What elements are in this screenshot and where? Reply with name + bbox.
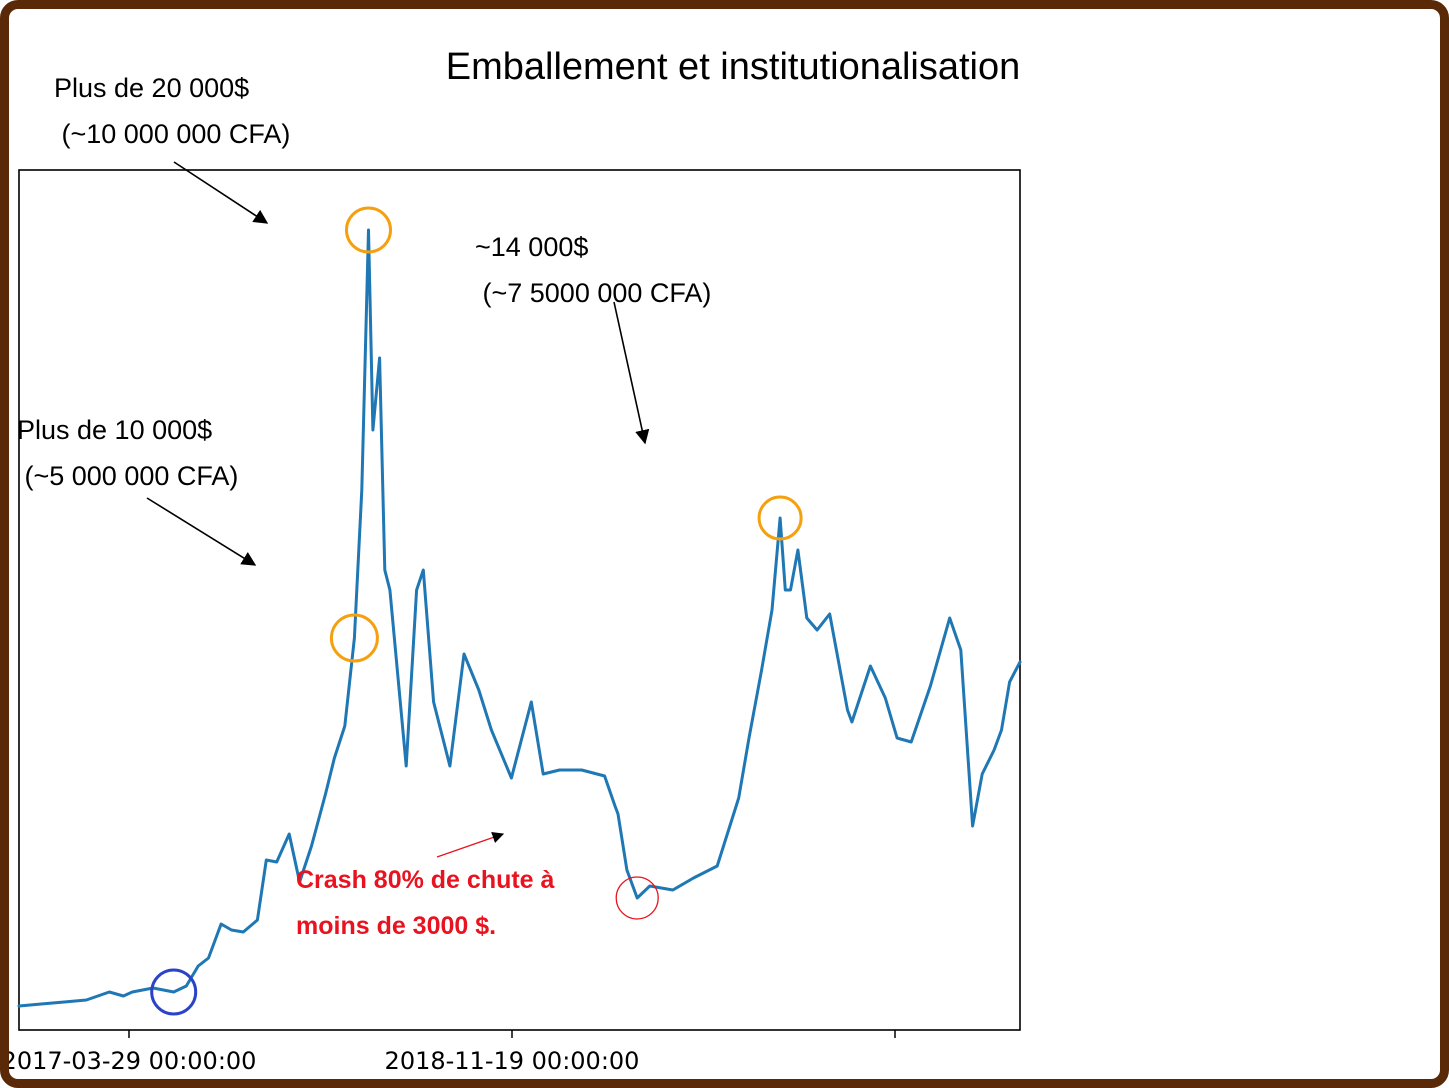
annotation-text: moins de 3000 $. — [296, 912, 496, 940]
annotation-arrow — [613, 301, 650, 445]
highlight-circle — [329, 613, 379, 663]
annotation-text: (~5 000 000 CFA) — [17, 461, 238, 491]
annotation-text: ~14 000$ — [475, 232, 588, 262]
series-layer — [17, 228, 1022, 1008]
annotation-text: Plus de 20 000$ — [54, 73, 249, 103]
chart-title: Emballement et institutionalisation — [446, 46, 1021, 88]
x-tick-label: 2018-11-19 00:00:00 — [385, 1047, 640, 1075]
annotation-text: Plus de 10 000$ — [17, 415, 212, 445]
annotation-arrow — [173, 161, 269, 224]
x-tick-label: 2017-03-29 00:00:00 — [9, 1047, 256, 1075]
annotation-text: (~10 000 000 CFA) — [54, 119, 290, 149]
highlight-circle — [757, 495, 803, 541]
plot-area — [18, 169, 1021, 1031]
annotation-arrow — [436, 831, 505, 858]
annotation-text: (~7 5000 000 CFA) — [475, 278, 711, 308]
x-axis: 2017-03-29 00:00:00 2018-11-19 00:00:00 — [9, 1030, 896, 1075]
highlight-circle — [150, 968, 198, 1016]
bitcoin-price-chart: Emballement et institutionalisation 2017… — [9, 46, 1022, 1075]
price-line — [17, 228, 1022, 1008]
annotation-layer: Plus de 10 000$ (~5 000 000 CFA) Plus de … — [17, 73, 803, 1016]
highlight-circle — [345, 206, 392, 254]
highlight-circle — [615, 876, 659, 920]
annotation-text: Crash 80% de chute à — [296, 866, 555, 894]
annotation-arrow — [146, 497, 257, 566]
